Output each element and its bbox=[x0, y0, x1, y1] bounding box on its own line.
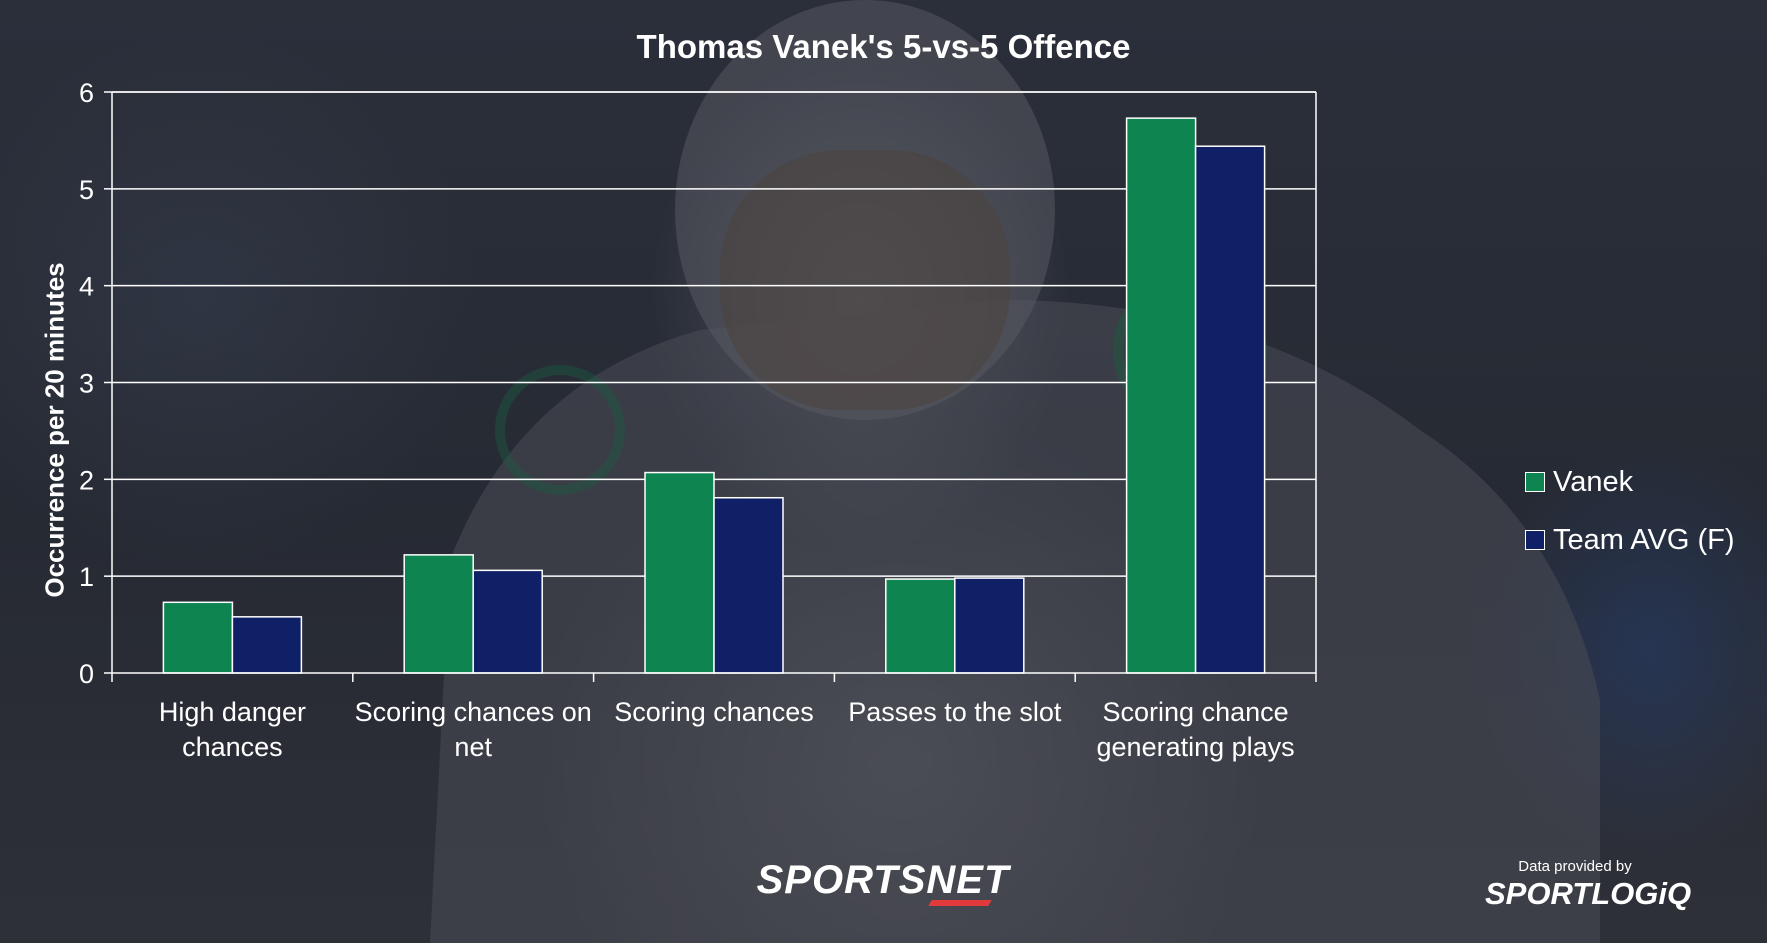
y-tick-label: 0 bbox=[79, 659, 94, 689]
sportsnet-logo: SPORTSNET bbox=[756, 858, 1010, 902]
y-tick-label: 6 bbox=[79, 78, 94, 108]
y-axis-label: Occurrence per 20 minutes bbox=[39, 262, 70, 598]
sleeve-logo-shape bbox=[495, 365, 625, 495]
legend-swatch-team bbox=[1525, 530, 1545, 550]
bar-vanek-3 bbox=[885, 578, 956, 674]
bar-team-2 bbox=[713, 496, 784, 674]
x-category-label: Passes to the slot bbox=[848, 697, 1062, 727]
y-tick-label: 5 bbox=[79, 175, 94, 205]
y-tick-label: 2 bbox=[79, 465, 94, 495]
legend-item-vanek: Vanek bbox=[1525, 462, 1735, 502]
y-tick-label: 1 bbox=[79, 562, 94, 592]
bar-vanek-4 bbox=[1125, 117, 1197, 674]
x-category-label: Scoring chance generating plays bbox=[1097, 697, 1295, 762]
y-tick-label: 4 bbox=[79, 272, 94, 302]
legend-swatch-vanek bbox=[1525, 472, 1545, 492]
tick-labels: 0 1 2 3 4 5 6 High danger chances Scoring chances… bbox=[79, 78, 1295, 762]
bar-team-3 bbox=[954, 577, 1025, 674]
sportlogiq-logo: SPORTLOGiQ bbox=[1485, 876, 1692, 911]
legend-label-team: Team AVG (F) bbox=[1553, 523, 1735, 556]
legend: Vanek Team AVG (F) bbox=[1525, 462, 1735, 578]
bar-vanek-0 bbox=[162, 601, 234, 674]
bar-team-0 bbox=[231, 616, 303, 674]
legend-label-vanek: Vanek bbox=[1553, 465, 1634, 498]
x-category-label: Scoring chances bbox=[614, 697, 814, 727]
bars bbox=[162, 117, 1266, 674]
bar-team-4 bbox=[1194, 145, 1266, 674]
x-category-label: Scoring chances on net bbox=[355, 697, 592, 762]
legend-item-team: Team AVG (F) bbox=[1525, 520, 1735, 560]
chart-title: Thomas Vanek's 5-vs-5 Offence bbox=[636, 28, 1131, 65]
x-category-label: High danger chances bbox=[159, 697, 306, 762]
axes bbox=[104, 91, 1317, 682]
y-tick-label: 3 bbox=[79, 369, 94, 399]
source-caption: Data provided by bbox=[1518, 858, 1632, 875]
bar-vanek-1 bbox=[403, 554, 474, 674]
bar-team-1 bbox=[472, 569, 543, 674]
player-face-shape bbox=[720, 150, 1010, 410]
sportsnet-swoosh bbox=[928, 900, 992, 906]
bar-vanek-2 bbox=[644, 471, 715, 674]
